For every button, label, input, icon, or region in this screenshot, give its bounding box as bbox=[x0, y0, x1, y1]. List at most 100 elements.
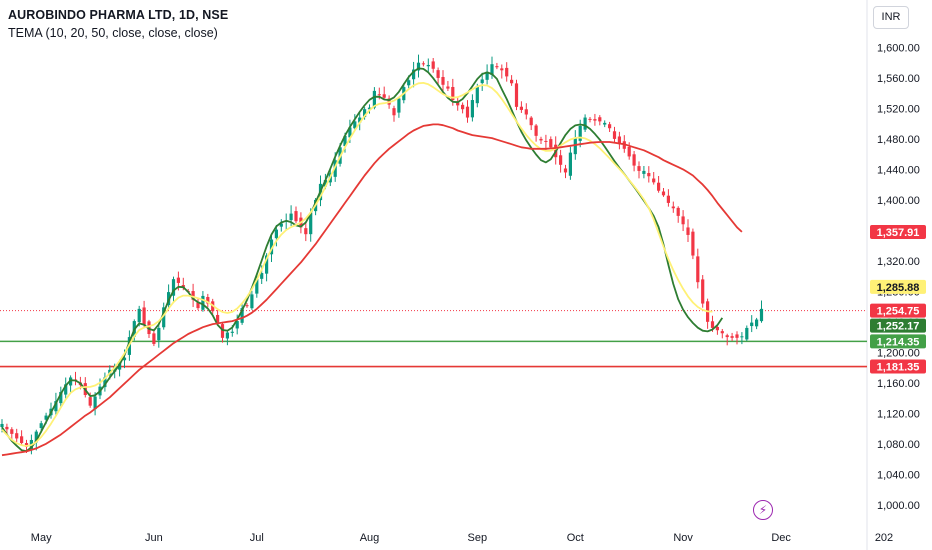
candle-body bbox=[661, 191, 666, 196]
candle-body bbox=[304, 228, 308, 235]
candle-body bbox=[358, 117, 362, 123]
candle-body bbox=[461, 104, 465, 110]
price-tick-label: 1,400.00 bbox=[877, 195, 920, 207]
candle-body bbox=[113, 366, 117, 372]
candle-body bbox=[715, 326, 719, 331]
candle-body bbox=[470, 100, 474, 118]
currency-button[interactable]: INR bbox=[873, 6, 909, 29]
candle-body bbox=[412, 69, 416, 80]
candle-body bbox=[137, 308, 141, 323]
candle-body bbox=[490, 64, 494, 75]
candle-body bbox=[583, 117, 587, 130]
candle-body bbox=[142, 307, 146, 325]
price-tick-label: 1,200.00 bbox=[877, 347, 920, 359]
candle-body bbox=[363, 109, 367, 118]
candle-body bbox=[269, 239, 274, 255]
candle-body bbox=[5, 426, 9, 430]
price-tick-label: 1,000.00 bbox=[877, 500, 920, 512]
candle-body bbox=[510, 79, 514, 84]
candle-body bbox=[230, 331, 234, 333]
candle-body bbox=[750, 322, 754, 327]
symbol-title[interactable]: AUROBINDO PHARMA LTD, 1D, NSE bbox=[8, 8, 229, 22]
time-tick-label: May bbox=[31, 532, 52, 544]
price-axis[interactable]: 1,000.00 1,040.00 1,080.00 1,120.00 1,160.00… bbox=[877, 42, 920, 511]
candle-body bbox=[725, 335, 729, 338]
candle-body bbox=[485, 71, 489, 80]
price-tick-label: 1,600.00 bbox=[877, 42, 920, 54]
candle-body bbox=[549, 139, 553, 148]
candle-body bbox=[162, 307, 166, 328]
candle-body bbox=[563, 168, 568, 173]
tema-10-line bbox=[1, 67, 724, 453]
candle-body bbox=[59, 391, 63, 404]
candle-body bbox=[348, 127, 352, 138]
candle-body bbox=[157, 327, 161, 341]
tema-layer bbox=[1, 67, 743, 457]
candle-body bbox=[652, 178, 656, 183]
price-tag bbox=[870, 279, 926, 294]
candle-body bbox=[495, 66, 499, 68]
candle-body bbox=[407, 80, 411, 86]
candle-body bbox=[603, 122, 607, 125]
flash-icon[interactable]: ⚡ bbox=[753, 500, 773, 520]
candle-body bbox=[181, 285, 185, 288]
candle-body bbox=[397, 98, 401, 113]
candle-body bbox=[216, 314, 220, 324]
candle-body bbox=[446, 86, 450, 89]
time-tick-label: Aug bbox=[360, 532, 380, 544]
price-tag bbox=[870, 303, 926, 318]
candle-body bbox=[44, 415, 48, 420]
candle-body bbox=[642, 170, 646, 174]
candle-body bbox=[573, 138, 577, 155]
candle-body bbox=[710, 321, 715, 328]
time-axis[interactable]: May Jun Jul Aug Sep Oct Nov Dec 202 bbox=[31, 532, 893, 544]
time-tick-label: Jun bbox=[145, 532, 163, 544]
candles-layer bbox=[0, 54, 764, 455]
candle-body bbox=[436, 70, 440, 78]
price-tag-label: 1,357.91 bbox=[877, 227, 920, 239]
candle-body bbox=[500, 68, 504, 71]
candle-body bbox=[294, 211, 298, 222]
time-tick-label: Jul bbox=[250, 532, 264, 544]
candle-body bbox=[759, 308, 764, 322]
candle-body bbox=[632, 154, 636, 166]
price-tags-layer: 1,357.91 1,285.88 1,254.75 1,252.17 1,214.35… bbox=[870, 224, 926, 374]
candle-body bbox=[514, 83, 519, 107]
tema-50-line bbox=[1, 123, 743, 457]
candle-body bbox=[64, 384, 68, 395]
candle-body bbox=[235, 321, 239, 329]
candle-body bbox=[93, 396, 97, 410]
candle-body bbox=[343, 135, 347, 147]
candle-body bbox=[24, 443, 29, 447]
price-tick-label: 1,160.00 bbox=[877, 378, 920, 390]
candle-body bbox=[54, 401, 58, 412]
time-tick-label: Sep bbox=[468, 532, 488, 544]
candle-body bbox=[274, 229, 278, 239]
candle-body bbox=[367, 107, 372, 110]
candle-body bbox=[421, 63, 425, 65]
candle-body bbox=[465, 106, 470, 118]
candle-body bbox=[279, 223, 283, 227]
candle-body bbox=[524, 109, 528, 115]
candle-body bbox=[617, 136, 621, 145]
candle-body bbox=[666, 195, 670, 203]
candle-body bbox=[534, 125, 538, 136]
candle-body bbox=[637, 166, 641, 171]
candle-body bbox=[122, 357, 127, 361]
candle-body bbox=[588, 118, 592, 120]
candle-body bbox=[206, 297, 210, 304]
candle-body bbox=[152, 333, 156, 344]
price-tag-label: 1,214.35 bbox=[877, 336, 920, 348]
candle-body bbox=[608, 124, 612, 129]
candle-body bbox=[118, 362, 122, 370]
candle-body bbox=[671, 206, 675, 209]
candle-body bbox=[15, 433, 19, 439]
candle-body bbox=[10, 429, 14, 434]
indicator-legend[interactable]: TEMA (10, 20, 50, close, close, close) bbox=[8, 26, 218, 40]
candle-body bbox=[598, 117, 602, 122]
candle-body bbox=[505, 67, 509, 77]
candle-body bbox=[416, 62, 421, 71]
candle-body bbox=[39, 423, 43, 429]
candle-body bbox=[681, 216, 685, 225]
